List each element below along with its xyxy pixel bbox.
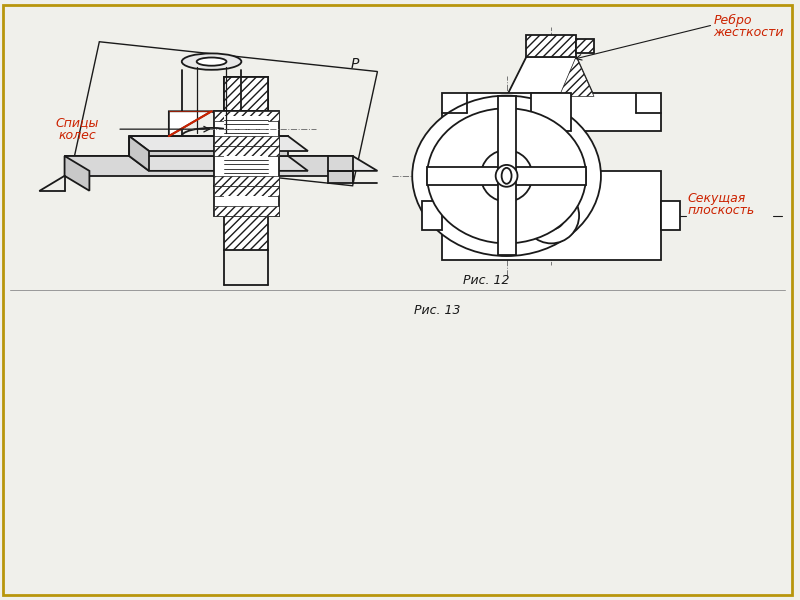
- Text: плоскость: плоскость: [687, 204, 754, 217]
- Bar: [214, 111, 279, 121]
- Polygon shape: [129, 156, 308, 171]
- Bar: [214, 206, 279, 215]
- Bar: [422, 200, 442, 230]
- Circle shape: [538, 202, 565, 229]
- Polygon shape: [129, 136, 308, 151]
- Circle shape: [523, 188, 579, 244]
- Ellipse shape: [182, 53, 242, 70]
- Bar: [225, 215, 268, 250]
- Circle shape: [496, 165, 518, 187]
- Bar: [442, 171, 661, 260]
- Bar: [214, 176, 279, 186]
- Bar: [214, 186, 279, 196]
- Polygon shape: [169, 111, 211, 136]
- Text: Ребро: Ребро: [713, 14, 752, 27]
- Text: Спицы: Спицы: [56, 116, 99, 130]
- Ellipse shape: [412, 95, 601, 256]
- Bar: [225, 77, 268, 111]
- Bar: [225, 156, 268, 176]
- Bar: [214, 186, 279, 215]
- Polygon shape: [211, 111, 254, 136]
- Polygon shape: [65, 156, 378, 171]
- Bar: [225, 116, 268, 136]
- Bar: [498, 97, 515, 256]
- Text: колес: колес: [58, 128, 96, 142]
- Bar: [214, 136, 279, 146]
- Bar: [442, 94, 661, 131]
- Bar: [225, 196, 268, 206]
- Bar: [214, 111, 279, 146]
- Bar: [576, 39, 594, 53]
- Polygon shape: [65, 156, 90, 191]
- Polygon shape: [559, 56, 594, 97]
- Circle shape: [481, 150, 533, 202]
- Ellipse shape: [197, 58, 226, 66]
- Bar: [214, 146, 279, 156]
- Text: жесткости: жесткости: [713, 26, 784, 39]
- Bar: [328, 171, 353, 183]
- Polygon shape: [129, 136, 288, 156]
- Polygon shape: [506, 56, 594, 97]
- Bar: [526, 35, 576, 56]
- Ellipse shape: [427, 108, 586, 244]
- Text: Рис. 12: Рис. 12: [463, 274, 510, 287]
- Polygon shape: [129, 136, 149, 171]
- Bar: [531, 94, 571, 131]
- Bar: [661, 200, 681, 230]
- Polygon shape: [65, 156, 353, 176]
- Bar: [214, 146, 279, 186]
- Text: Секущая: Секущая: [687, 192, 746, 205]
- Text: Рис. 13: Рис. 13: [414, 304, 460, 317]
- Text: P: P: [350, 56, 359, 71]
- Ellipse shape: [502, 168, 511, 184]
- Bar: [427, 167, 586, 185]
